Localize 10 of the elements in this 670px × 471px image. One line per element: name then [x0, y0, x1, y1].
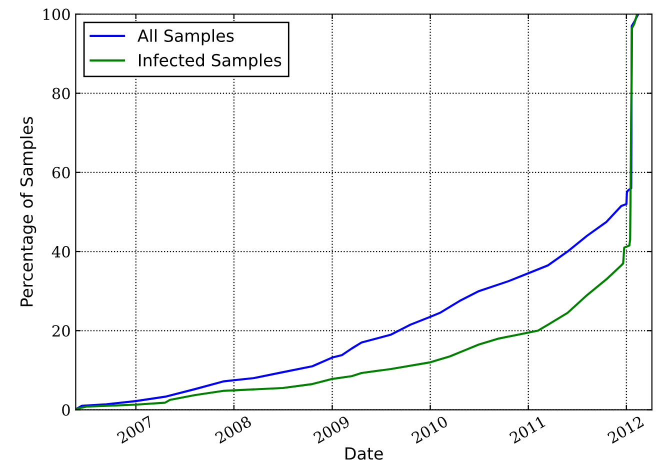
- legend-label: Infected Samples: [139, 54, 282, 70]
- y-tick-label: 40: [52, 246, 70, 258]
- y-tick-label: 20: [52, 325, 70, 337]
- y-tick-label: 80: [52, 88, 70, 100]
- y-tick-label: 0: [62, 404, 70, 416]
- legend-label: All Samples: [138, 29, 234, 46]
- y-tick-label: 100: [44, 8, 70, 20]
- y-axis-title: Percentage of Samples: [20, 116, 36, 306]
- x-axis-title: Date: [346, 447, 383, 460]
- y-tick-label: 60: [52, 166, 70, 178]
